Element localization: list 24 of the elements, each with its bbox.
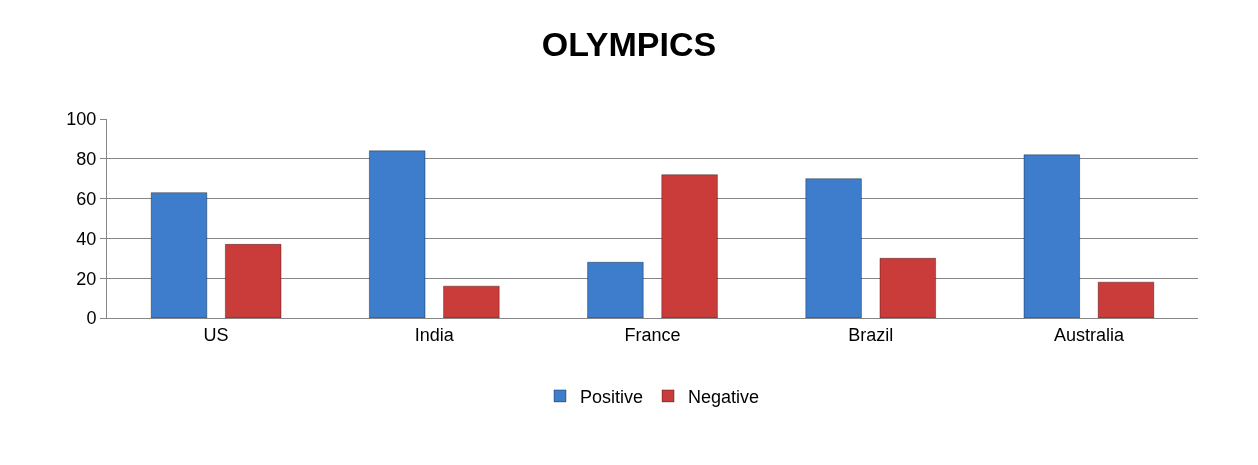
x-tick-label: Brazil bbox=[848, 324, 894, 345]
bar bbox=[805, 178, 862, 318]
bar bbox=[1097, 281, 1155, 318]
legend-label: Negative bbox=[688, 386, 760, 407]
x-tick-label: India bbox=[414, 324, 455, 345]
y-tick-label: 40 bbox=[76, 228, 97, 249]
y-tick-label: 0 bbox=[86, 308, 97, 329]
bar bbox=[224, 243, 282, 318]
legend-label: Positive bbox=[580, 386, 644, 407]
x-tick-label: Australia bbox=[1053, 324, 1125, 345]
x-tick-label: US bbox=[203, 324, 229, 345]
y-tick-label: 80 bbox=[76, 149, 97, 170]
bar bbox=[879, 257, 937, 318]
bar bbox=[368, 150, 426, 318]
x-tick-label: France bbox=[624, 324, 681, 345]
bar bbox=[1023, 154, 1081, 318]
bar bbox=[150, 192, 208, 318]
bar bbox=[443, 285, 500, 318]
chart-title: OLYMPICS bbox=[541, 25, 717, 64]
bar bbox=[587, 261, 644, 318]
bar bbox=[661, 174, 718, 318]
y-tick-label: 100 bbox=[66, 109, 97, 130]
y-tick-label: 60 bbox=[76, 188, 97, 209]
y-tick-label: 20 bbox=[76, 268, 97, 289]
